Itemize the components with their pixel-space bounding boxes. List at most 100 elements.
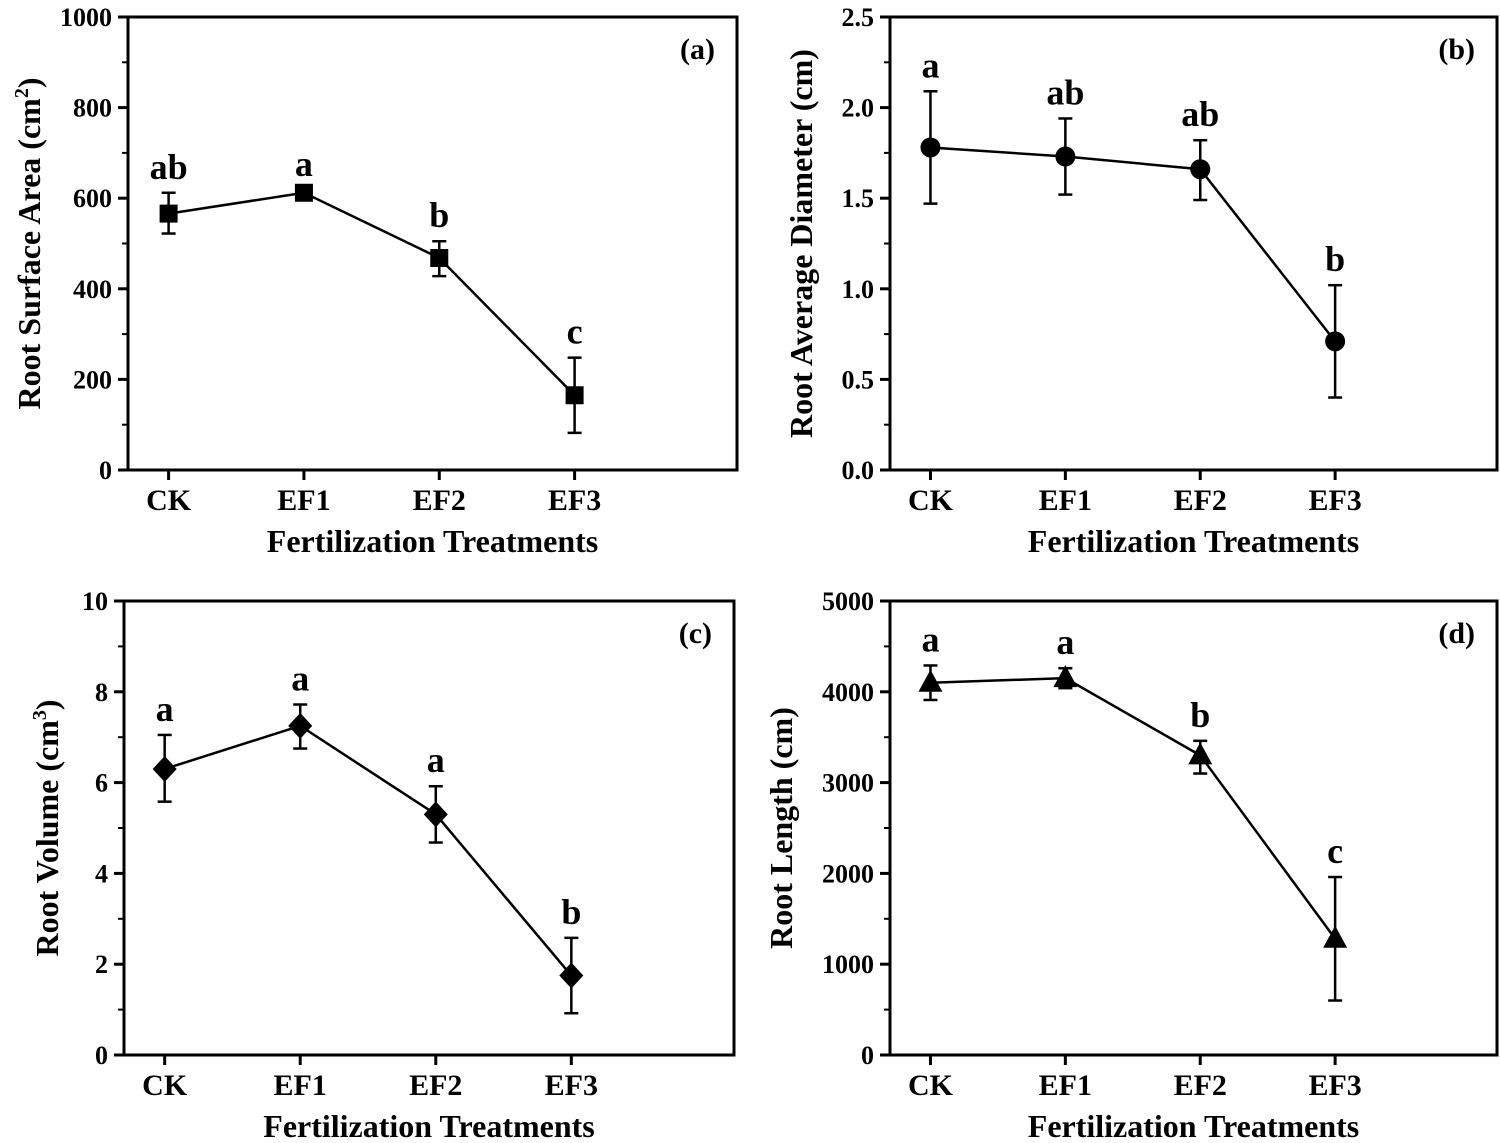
y-tick-label: 2.0 (842, 94, 875, 123)
y-tick-label: 3000 (822, 769, 874, 798)
y-axis-title-main: Root Average Diameter (cm) (783, 49, 819, 438)
x-tick-label: EF2 (1174, 484, 1227, 517)
y-tick-label: 6 (95, 769, 108, 798)
series-line (168, 191, 576, 397)
chart-panel-1: 0 200 400 600 800 1000 CK EF1 EF2 EF3 Fertilizatio… (11, 3, 739, 559)
significance-letter: a (295, 144, 313, 184)
panel-tag: (d) (1438, 617, 1475, 650)
x-tick-label: CK (142, 1069, 188, 1102)
y-tick-label: 0.0 (842, 456, 875, 485)
data-point (1325, 331, 1346, 352)
y-axis-title-superscript: 2 (11, 88, 33, 98)
data-point (423, 801, 448, 828)
x-tick-label: EF2 (1174, 1069, 1227, 1102)
data-point (1190, 159, 1211, 180)
y-tick-label: 2.5 (842, 3, 875, 32)
significance-letter: a (427, 740, 445, 780)
data-point (1188, 742, 1213, 765)
x-tick-label: CK (908, 484, 954, 517)
y-axis-title-main: Root Length (cm) (763, 707, 799, 949)
data-point (920, 137, 941, 158)
y-tick-label: 2000 (822, 859, 874, 888)
y-tick-label: 5000 (822, 587, 874, 616)
data-point (559, 962, 584, 989)
plot-frame (888, 15, 1499, 472)
data-point (159, 204, 178, 223)
x-tick-label: EF1 (274, 1069, 327, 1102)
y-tick-label: 8 (95, 678, 108, 707)
x-axis-title: Fertilization Treatments (1028, 523, 1359, 559)
y-tick-label: 200 (73, 365, 112, 394)
significance-letter: c (1327, 831, 1343, 871)
x-axis-title: Fertilization Treatments (263, 1108, 594, 1143)
plot-frame (126, 15, 739, 472)
y-tick-label: 1.0 (842, 275, 875, 304)
y-tick-label: 2 (95, 950, 108, 979)
x-axis-title: Fertilization Treatments (1028, 1108, 1359, 1143)
significance-letter: b (1325, 239, 1345, 279)
data-point (918, 669, 943, 692)
x-tick-label: EF1 (1039, 1069, 1092, 1102)
y-axis-title: Root Average Diameter (cm) (783, 49, 819, 438)
y-axis-title-end: ) (11, 78, 47, 89)
series-line (930, 146, 1337, 343)
series-line (930, 676, 1337, 940)
significance-letter: a (921, 619, 939, 659)
y-axis-title: Root Length (cm) (763, 707, 799, 949)
significance-letter: b (429, 195, 449, 235)
data-point (288, 712, 313, 739)
significance-letter: c (567, 312, 583, 352)
y-axis-title-superscript: 3 (29, 710, 51, 720)
x-axis-title: Fertilization Treatments (267, 523, 598, 559)
y-tick-label: 0.5 (842, 365, 875, 394)
y-axis-title: Root Surface Area (cm2) (11, 78, 47, 410)
significance-letter: ab (1181, 94, 1219, 134)
y-tick-label: 1000 (822, 950, 874, 979)
x-tick-label: EF3 (545, 1069, 598, 1102)
y-tick-label: 1.5 (842, 184, 875, 213)
significance-letter: a (156, 689, 174, 729)
series-line (164, 724, 573, 977)
y-tick-label: 4 (95, 859, 108, 888)
data-point (430, 248, 449, 267)
significance-letter: ab (150, 147, 188, 187)
x-tick-label: EF1 (277, 484, 330, 517)
y-tick-label: 0 (95, 1041, 108, 1070)
significance-letter: a (1056, 622, 1074, 662)
significance-letter: a (921, 45, 939, 85)
x-tick-label: EF3 (548, 484, 601, 517)
chart-panel-4: 0 1000 2000 3000 4000 5000 CK EF1 EF2 EF3 Fertiliz… (763, 587, 1499, 1143)
panel-tag: (b) (1438, 33, 1475, 66)
data-point (565, 386, 584, 405)
x-tick-label: EF2 (413, 484, 466, 517)
y-tick-label: 0 (99, 456, 112, 485)
x-tick-label: EF2 (409, 1069, 462, 1102)
y-tick-label: 800 (73, 94, 112, 123)
significance-letter: ab (1046, 72, 1084, 112)
y-tick-label: 0 (861, 1041, 874, 1070)
x-tick-label: CK (908, 1069, 954, 1102)
chart-panel-3: 0 2 4 6 8 10 CK EF1 EF2 EF3 Fertilization Treatmen… (29, 587, 736, 1143)
y-axis-title-main: Root Surface Area (cm (11, 98, 47, 410)
y-axis-title-main: Root Volume (cm (29, 720, 65, 957)
y-tick-label: 4000 (822, 678, 874, 707)
panel-tag: (a) (680, 33, 715, 66)
plot-frame (122, 599, 736, 1057)
significance-letter: b (561, 892, 581, 932)
y-axis-title: Root Volume (cm3) (29, 699, 65, 956)
data-point (294, 183, 313, 202)
y-tick-label: 1000 (60, 3, 112, 32)
data-point (1323, 925, 1348, 948)
y-tick-label: 400 (73, 275, 112, 304)
data-point (152, 755, 177, 782)
panel-tag: (c) (679, 617, 712, 650)
y-axis-title-end: ) (29, 699, 65, 710)
y-tick-label: 600 (73, 184, 112, 213)
significance-letter: b (1190, 695, 1210, 735)
data-point (1053, 665, 1078, 688)
x-tick-label: EF3 (1308, 484, 1361, 517)
x-tick-label: CK (146, 484, 192, 517)
x-tick-label: EF1 (1039, 484, 1092, 517)
plot-frame (888, 599, 1499, 1057)
